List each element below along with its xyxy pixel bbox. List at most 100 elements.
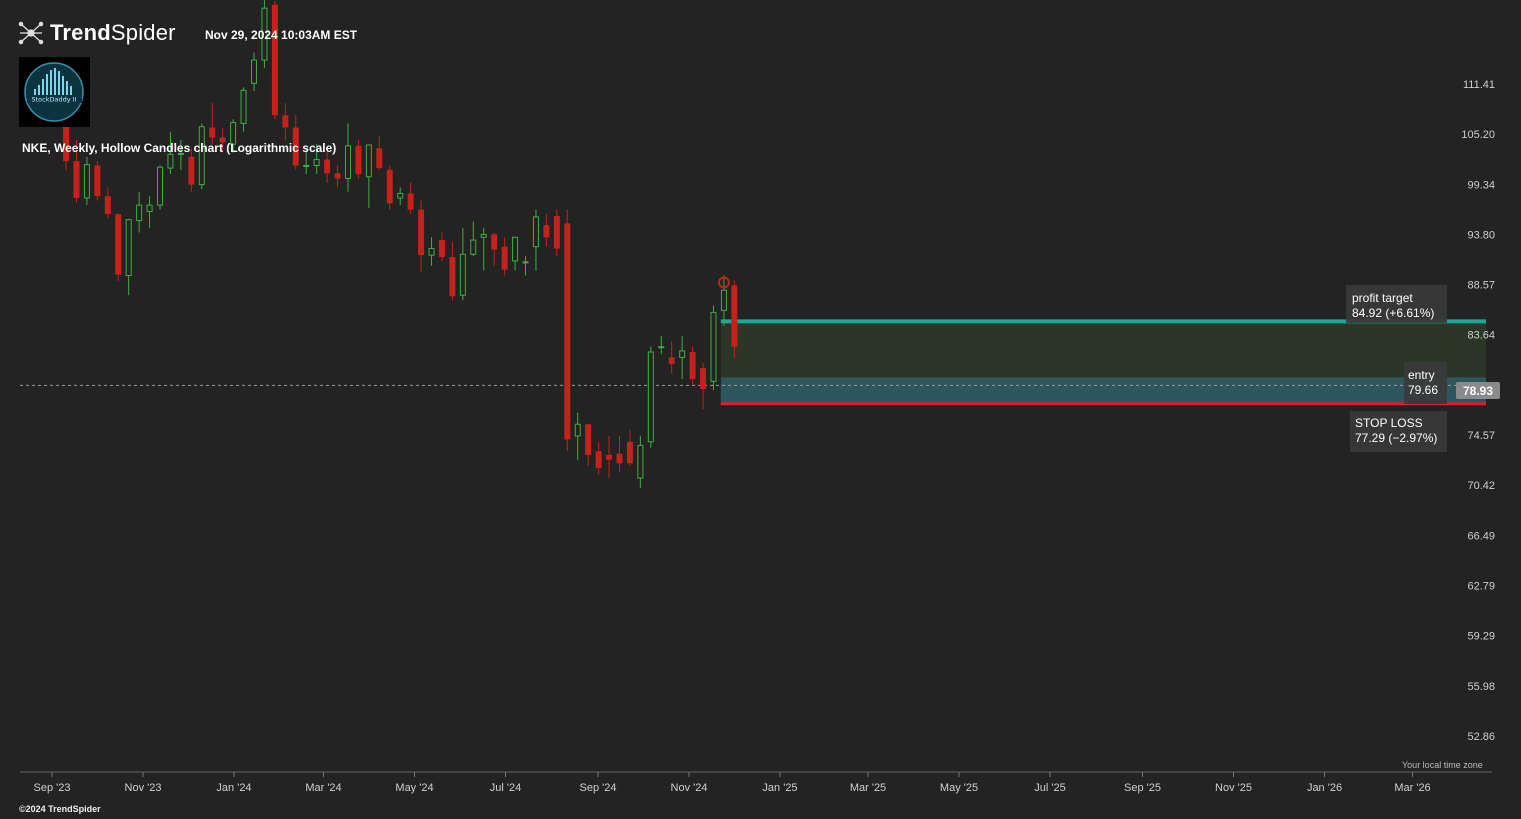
candle (365, 144, 372, 208)
candle-body (543, 225, 550, 238)
chart-timestamp: Nov 29, 2024 10:03AM EST (205, 28, 358, 42)
candle (449, 241, 456, 301)
candle (710, 305, 717, 391)
candle-body (115, 214, 122, 275)
candle-body (512, 236, 519, 262)
candle-body (700, 368, 707, 390)
trendspider-logo: TrendSpider (18, 20, 176, 46)
candle (585, 424, 592, 466)
candle (292, 115, 299, 170)
candle-body (470, 239, 477, 255)
candle-body (574, 423, 581, 437)
candle (522, 256, 529, 276)
candle-body (397, 192, 404, 199)
y-tick-label: 62.79 (1467, 580, 1495, 592)
candle (219, 127, 226, 153)
candle (512, 236, 519, 271)
candle (553, 209, 560, 257)
candle-body (355, 145, 362, 175)
candle-body (585, 424, 592, 455)
swing-high-marker (717, 276, 730, 289)
brand-name-bold: Trend (50, 20, 111, 45)
y-tick-label: 70.42 (1467, 480, 1495, 492)
candle (386, 165, 393, 210)
candle (230, 119, 237, 153)
candle-body (136, 204, 143, 222)
candle-body (63, 115, 70, 162)
profit-target-value: 84.92 (+6.61%) (1352, 306, 1434, 320)
candle-body (606, 454, 613, 460)
candle-body (83, 164, 90, 199)
candle-body (209, 127, 216, 138)
x-tick-label: Sep '24 (580, 782, 617, 794)
candle-body (198, 126, 205, 186)
candle (658, 336, 665, 355)
candle (438, 232, 445, 261)
annotation-layer (717, 276, 730, 289)
candle (470, 221, 477, 257)
x-tick-label: Nov '25 (1215, 782, 1252, 794)
candle (94, 161, 101, 201)
candle-body (658, 346, 665, 349)
spider-logo-icon (18, 21, 44, 45)
candle (73, 139, 80, 203)
x-tick-label: Jul '24 (490, 782, 521, 794)
stop-loss-label[interactable]: STOP LOSS 77.29 (−2.97%) (1350, 411, 1447, 452)
brand-name: TrendSpider (50, 20, 176, 46)
candle-body (480, 233, 487, 238)
candle (344, 123, 351, 192)
x-tick-label: Mar '26 (1394, 782, 1430, 794)
y-tick-label: 52.86 (1467, 731, 1495, 743)
x-tick-label: Nov '23 (125, 782, 162, 794)
x-tick-label: Nov '24 (671, 782, 708, 794)
candle (731, 280, 738, 358)
avatar-label: StockDaddy II (32, 96, 77, 104)
candle (313, 144, 320, 175)
y-tick-label: 99.34 (1467, 179, 1495, 191)
x-tick-label: May '25 (940, 782, 978, 794)
candle (198, 123, 205, 190)
candle (115, 214, 122, 282)
brand-name-light: Spider (110, 20, 176, 45)
last-price-tag: 78.93 (1456, 382, 1500, 399)
profit-target-title: profit target (1352, 291, 1413, 305)
y-tick-label: 93.80 (1467, 229, 1495, 241)
candle-body (459, 253, 466, 296)
candle (647, 346, 654, 448)
last-price-value: 78.93 (1463, 384, 1493, 398)
y-axis-ticks: 111.41 105.20 99.34 93.80 88.57 83.64 74.57 70.… (1461, 79, 1495, 743)
candle (209, 103, 216, 145)
candle-body (668, 357, 675, 364)
x-tick-label: May '24 (395, 782, 433, 794)
candle (271, 1, 278, 120)
y-tick-label: 88.57 (1467, 280, 1495, 292)
entry-title: entry (1408, 368, 1435, 382)
avatar: StockDaddy II (19, 57, 90, 127)
candle (637, 435, 644, 488)
candle-body (146, 204, 153, 212)
candle (355, 139, 362, 179)
x-tick-label: Jan '25 (762, 782, 797, 794)
candle-body (261, 7, 268, 61)
candle-body (595, 451, 602, 469)
x-tick-label: Jul '25 (1034, 782, 1065, 794)
candle-body (647, 351, 654, 443)
entry-label[interactable]: entry 79.66 (1404, 362, 1447, 404)
candle (397, 187, 404, 206)
candle-body (271, 4, 278, 116)
candle (418, 200, 425, 272)
candle (595, 441, 602, 475)
chart-title: NKE, Weekly, Hollow Candles chart (Logar… (22, 141, 337, 155)
candle-body (230, 122, 237, 145)
candle (532, 209, 539, 271)
y-tick-label: 83.64 (1467, 330, 1495, 342)
profit-target-label[interactable]: profit target 84.92 (+6.61%) (1346, 285, 1447, 323)
timezone-note: Your local time zone (1402, 760, 1483, 770)
candle (700, 362, 707, 410)
candle (668, 341, 675, 374)
candle-body (616, 453, 623, 464)
candle-body (324, 159, 331, 174)
candle (157, 165, 164, 210)
profit-zone (720, 321, 1486, 378)
